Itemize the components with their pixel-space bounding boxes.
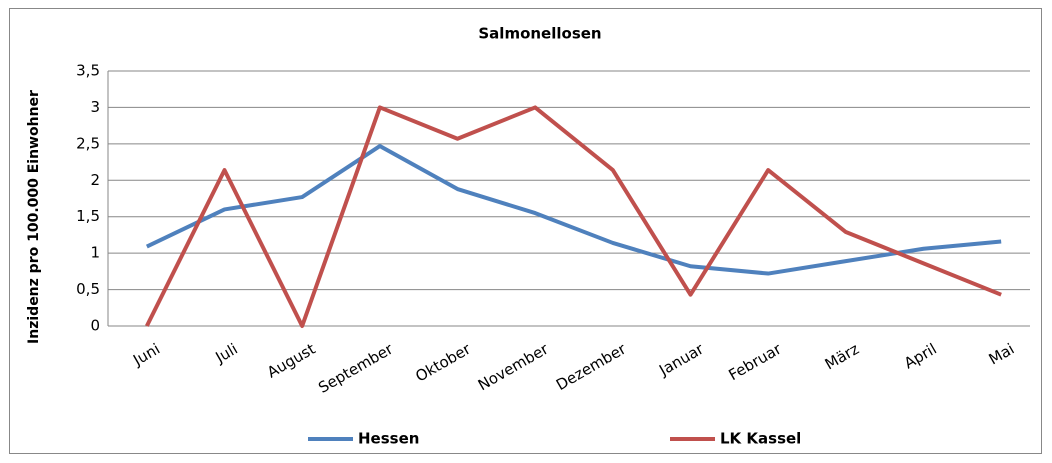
y-tick-label: 0 xyxy=(90,317,100,335)
series-line xyxy=(145,144,1002,276)
y-tick-label: 2,5 xyxy=(76,134,100,152)
y-tick-label: 1 xyxy=(90,244,100,262)
y-tick-label: 0,5 xyxy=(76,280,100,298)
y-tick-label: 1,5 xyxy=(76,207,100,225)
chart-title: Salmonellosen xyxy=(478,25,601,43)
y-tick-label: 3 xyxy=(90,98,100,116)
chart-border xyxy=(9,8,1042,454)
series-line xyxy=(145,105,1002,328)
y-tick-label: 2 xyxy=(90,171,100,189)
legend-label: LK Kassel xyxy=(720,430,801,448)
legend-label: Hessen xyxy=(358,430,419,448)
y-tick-label: 3,5 xyxy=(76,62,100,80)
y-axis-label: Inzidenz pro 100.000 Einwohner xyxy=(26,90,42,344)
